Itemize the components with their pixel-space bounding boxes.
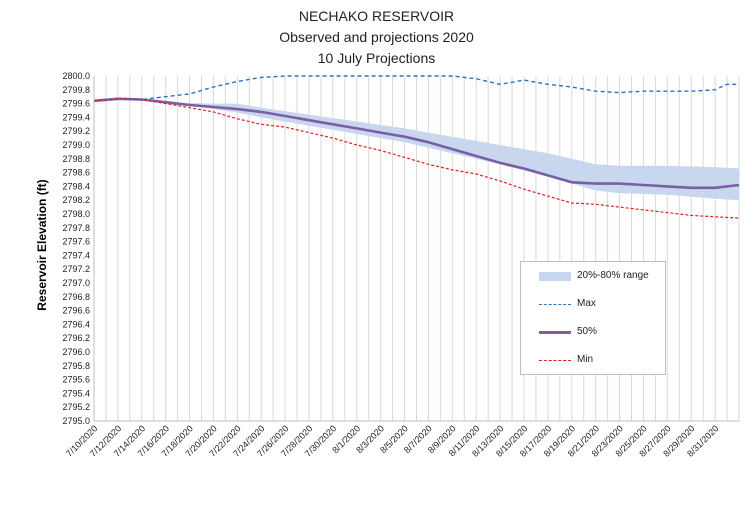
y-tick-label: 2799.0	[62, 140, 90, 150]
y-tick-label: 2799.4	[62, 112, 90, 122]
y-tick-label: 2797.6	[62, 237, 90, 247]
legend-swatch-band	[539, 272, 571, 281]
y-tick-label: 2799.2	[62, 126, 90, 136]
y-tick-label: 2799.6	[62, 99, 90, 109]
legend: 20%-80% range Max 50% Min	[520, 261, 666, 375]
y-tick-label: 2796.0	[62, 347, 90, 357]
band-layer	[94, 98, 739, 201]
legend-label-band: 20%-80% range	[577, 270, 649, 281]
y-tick-label: 2798.2	[62, 195, 90, 205]
legend-swatch-min	[539, 360, 571, 361]
y-tick-label: 2798.6	[62, 168, 90, 178]
y-tick-label: 2796.6	[62, 306, 90, 316]
series-layer	[93, 75, 740, 219]
legend-label-max: Max	[577, 298, 596, 309]
axes	[93, 76, 739, 422]
x-tick-labels: 7/10/20207/12/20207/14/20207/16/20207/18…	[64, 423, 720, 458]
series-line-50pct	[93, 97, 740, 190]
chart-title-line-3: 10 July Projections	[317, 50, 436, 66]
chart-title-line-1: NECHAKO RESERVOIR	[298, 8, 455, 24]
y-tick-label: 2797.2	[62, 264, 90, 274]
y-tick-label: 2795.8	[62, 361, 90, 371]
y-tick-label: 2795.0	[62, 416, 90, 426]
y-axis-label: Reservoir Elevation (ft)	[35, 179, 49, 311]
y-tick-label: 2797.8	[62, 223, 90, 233]
y-tick-label: 2797.4	[62, 250, 90, 260]
y-tick-label: 2798.8	[62, 154, 90, 164]
y-tick-label: 2796.4	[62, 319, 90, 329]
y-tick-label: 2796.8	[62, 292, 90, 302]
legend-swatch-p50	[539, 331, 571, 334]
y-tick-label: 2799.8	[62, 85, 90, 95]
series-line-max	[93, 75, 739, 102]
y-tick-label: 2800.0	[62, 71, 90, 81]
legend-label-p50: 50%	[577, 326, 598, 337]
series-line-min	[93, 98, 740, 219]
y-tick-label: 2798.4	[62, 181, 90, 191]
y-tick-label: 2796.2	[62, 333, 90, 343]
y-tick-label: 2798.0	[62, 209, 90, 219]
y-tick-label: 2795.2	[62, 402, 90, 412]
chart-title-line-2: Observed and projections 2020	[279, 29, 474, 45]
y-tick-label: 2795.6	[62, 375, 90, 385]
y-tick-label: 2797.0	[62, 278, 90, 288]
y-tick-label: 2795.4	[62, 388, 90, 398]
legend-label-min: Min	[577, 354, 594, 365]
y-tick-labels: 2795.0 2795.2 2795.4 2795.6 2795.8 2796.0 2796…	[62, 71, 90, 426]
legend-swatch-max	[539, 304, 571, 305]
band-20-80-range	[94, 98, 739, 201]
